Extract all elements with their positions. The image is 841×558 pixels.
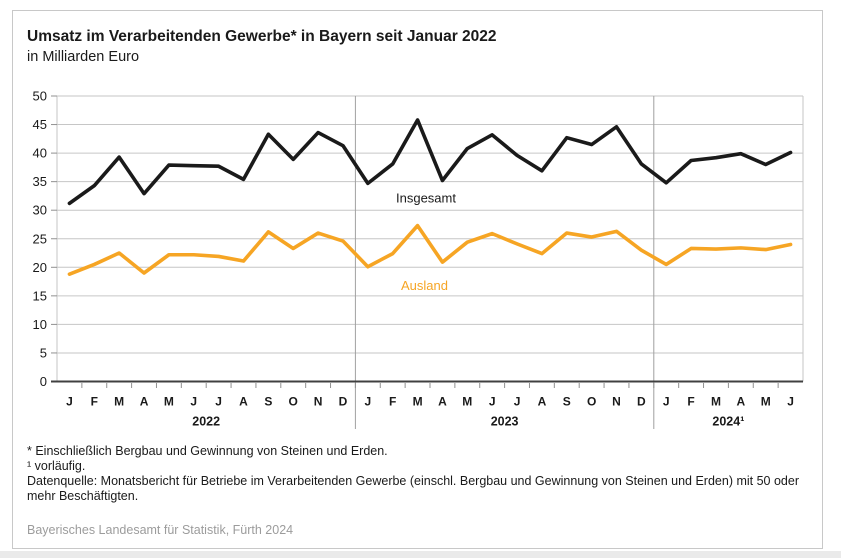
y-tick-label: 25 — [33, 231, 47, 246]
month-label: F — [91, 395, 98, 409]
chart-card: Umsatz im Verarbeitenden Gewerbe* in Bay… — [12, 10, 823, 549]
series-line-insgesamt — [67, 118, 793, 206]
year-label: 2022 — [192, 415, 220, 429]
line-chart: 0 5 10 15 20 25 30 35 40 45 50 J F M A M J J A S O N D J F M A M J J A… — [33, 89, 804, 429]
month-label: J — [190, 395, 197, 409]
window-edge — [0, 551, 841, 558]
month-label: F — [389, 395, 396, 409]
series-line-ausland — [67, 223, 793, 276]
series-label-insgesamt: Insgesamt — [396, 191, 456, 206]
month-label: J — [787, 395, 794, 409]
chart-title: Umsatz im Verarbeitenden Gewerbe* in Bay… — [27, 28, 497, 45]
month-label: N — [314, 395, 323, 409]
month-label: J — [663, 395, 670, 409]
y-tick-label: 0 — [40, 374, 47, 389]
source-attribution: Bayerisches Landesamt für Statistik, Für… — [27, 523, 294, 537]
year-label: 2023 — [491, 415, 519, 429]
month-label: D — [339, 395, 348, 409]
series-label-ausland: Ausland — [401, 278, 448, 293]
month-label: M — [114, 395, 124, 409]
year-label: 2024¹ — [712, 415, 744, 429]
month-label: M — [462, 395, 472, 409]
month-label: M — [761, 395, 771, 409]
y-tick-label: 5 — [40, 345, 47, 360]
month-label: A — [438, 395, 447, 409]
month-label: A — [538, 395, 547, 409]
month-label: M — [164, 395, 174, 409]
y-tick-label: 35 — [33, 174, 47, 189]
footnote-datasource: Datenquelle: Monatsbericht für Betriebe … — [27, 474, 799, 503]
footnote-preliminary: ¹ vorläufig. — [27, 459, 86, 473]
month-label: S — [264, 395, 272, 409]
month-label: M — [413, 395, 423, 409]
month-label: S — [563, 395, 571, 409]
month-label: J — [489, 395, 496, 409]
y-tick-label: 45 — [33, 117, 47, 132]
month-label: J — [364, 395, 371, 409]
month-label: J — [66, 395, 73, 409]
month-label: O — [587, 395, 596, 409]
y-tick-label: 50 — [33, 89, 47, 104]
footnotes: * Einschließlich Bergbau und Gewinnung v… — [27, 444, 813, 504]
month-label: O — [289, 395, 298, 409]
month-label: M — [711, 395, 721, 409]
month-label: A — [140, 395, 149, 409]
month-label: F — [687, 395, 694, 409]
chart-unit-subtitle: in Milliarden Euro — [27, 49, 140, 65]
y-tick-label: 30 — [33, 203, 47, 218]
month-label: J — [215, 395, 222, 409]
month-label: N — [612, 395, 621, 409]
month-label: D — [637, 395, 646, 409]
y-tick-label: 15 — [33, 288, 47, 303]
month-label: J — [514, 395, 521, 409]
y-tick-label: 20 — [33, 260, 47, 275]
y-tick-label: 40 — [33, 146, 47, 161]
y-tick-label: 10 — [33, 317, 47, 332]
footnote-asterisk: * Einschließlich Bergbau und Gewinnung v… — [27, 444, 388, 458]
month-label: A — [239, 395, 248, 409]
month-label: A — [736, 395, 745, 409]
